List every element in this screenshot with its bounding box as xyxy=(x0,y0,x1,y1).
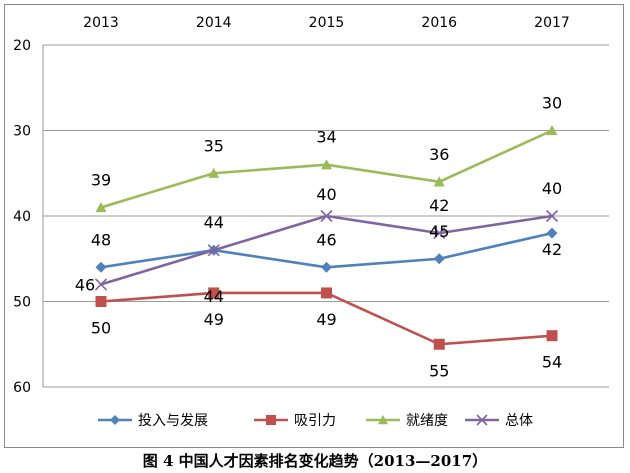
data-label: 42 xyxy=(542,240,562,259)
data-label: 42 xyxy=(429,196,449,215)
chart-frame xyxy=(4,4,624,448)
data-point-marker xyxy=(95,261,107,273)
legend-label: 总体 xyxy=(505,413,533,429)
legend-item: 吸引力 xyxy=(254,413,336,429)
data-label: 49 xyxy=(204,310,224,329)
series-总体 xyxy=(94,209,559,291)
data-point-marker xyxy=(433,227,446,240)
data-point-marker xyxy=(546,227,558,239)
data-label: 54 xyxy=(542,353,562,372)
data-point-marker xyxy=(433,176,445,187)
data-label: 44 xyxy=(204,287,224,306)
data-point-marker xyxy=(433,253,445,265)
line-chart: 2013 2014 2015 2016 2017 20 30 40 50 60 48 44 46 45… xyxy=(13,15,609,429)
x-tick-label: 2014 xyxy=(196,15,232,31)
data-point-marker xyxy=(95,296,107,307)
x-tick-label: 2013 xyxy=(83,15,119,31)
legend-item: 投入与发展 xyxy=(98,413,208,429)
data-label: 45 xyxy=(429,222,449,241)
data-point-marker xyxy=(95,201,107,213)
y-tick-label: 20 xyxy=(13,38,31,54)
data-labels: 48 44 46 45 42 50 49 49 55 54 39 35 34 36 30 46 44 40 42 40 xyxy=(75,94,562,381)
figure-caption: 图 4 中国人才因素排名变化趋势（2013—2017） xyxy=(142,452,488,470)
x-tick-label: 2016 xyxy=(421,15,457,31)
data-label: 36 xyxy=(429,145,449,164)
data-point-marker xyxy=(320,209,333,223)
legend-label: 就绪度 xyxy=(406,413,448,429)
series-lines xyxy=(94,125,559,350)
legend: 投入与发展 吸引力 就绪度 总体 xyxy=(98,413,533,429)
y-tick-label: 60 xyxy=(13,380,31,396)
data-point-marker xyxy=(94,278,108,291)
data-label: 46 xyxy=(75,275,95,294)
data-point-marker xyxy=(110,415,120,425)
data-point-marker xyxy=(321,287,332,299)
data-label: 46 xyxy=(316,230,336,249)
data-point-marker xyxy=(378,415,388,425)
data-label: 40 xyxy=(316,185,336,204)
y-tick-label: 50 xyxy=(13,295,31,311)
series-就绪度 xyxy=(95,125,558,213)
data-point-marker xyxy=(546,330,558,342)
data-point-marker xyxy=(546,125,558,136)
gridlines xyxy=(42,44,609,388)
data-label: 44 xyxy=(204,213,224,232)
legend-item: 就绪度 xyxy=(366,413,448,429)
data-label: 39 xyxy=(91,170,111,189)
data-point-marker xyxy=(208,287,220,299)
data-point-marker xyxy=(433,338,445,350)
x-tick-labels: 2013 2014 2015 2016 2017 xyxy=(83,15,570,31)
series-吸引力 xyxy=(95,287,558,350)
data-label: 40 xyxy=(542,179,562,198)
data-point-marker xyxy=(208,167,220,178)
data-point-marker xyxy=(207,244,220,257)
data-label: 34 xyxy=(316,128,336,147)
data-point-marker xyxy=(321,159,332,170)
y-tick-labels: 20 30 40 50 60 xyxy=(13,38,31,396)
data-point-marker xyxy=(545,209,559,223)
y-tick-label: 30 xyxy=(13,124,31,140)
data-label: 30 xyxy=(542,94,562,113)
data-label: 35 xyxy=(204,136,224,155)
data-label: 55 xyxy=(429,361,449,380)
legend-label: 吸引力 xyxy=(294,413,336,429)
x-tick-label: 2017 xyxy=(534,15,570,31)
legend-label: 投入与发展 xyxy=(138,413,208,429)
y-tick-label: 40 xyxy=(13,209,31,225)
x-tick-label: 2015 xyxy=(309,15,345,31)
series-line xyxy=(100,214,553,286)
data-label: 49 xyxy=(316,310,336,329)
data-label: 48 xyxy=(91,230,111,249)
data-point-marker xyxy=(476,414,488,426)
data-point-marker xyxy=(321,261,332,273)
legend-item: 总体 xyxy=(465,413,533,429)
data-label: 50 xyxy=(91,319,111,338)
data-point-marker xyxy=(266,415,276,425)
